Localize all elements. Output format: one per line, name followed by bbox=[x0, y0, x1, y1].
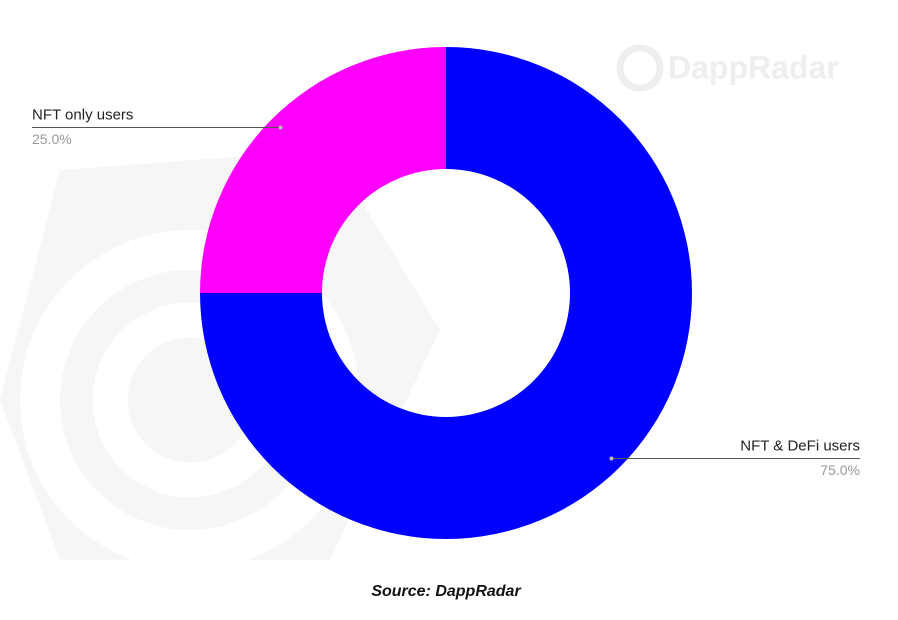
source: Source: DappRadar bbox=[371, 583, 521, 600]
value-label: 75.0% bbox=[820, 462, 860, 478]
watermark-text: DappRadar bbox=[668, 49, 839, 85]
leader-dot bbox=[278, 125, 283, 130]
slice-label: NFT only users bbox=[32, 107, 133, 124]
value-label: 25.0% bbox=[32, 131, 72, 147]
slice bbox=[200, 47, 446, 293]
leader-dot bbox=[609, 456, 614, 461]
slice-label: NFT & DeFi users bbox=[740, 437, 860, 454]
slice bbox=[200, 47, 692, 539]
